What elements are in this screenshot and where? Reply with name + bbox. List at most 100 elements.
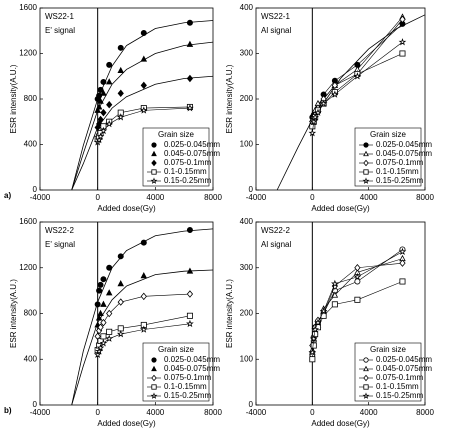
data-point	[353, 72, 362, 80]
data-point	[186, 312, 193, 319]
legend-marker	[151, 142, 157, 148]
data-point	[106, 61, 113, 68]
fit-curve	[71, 20, 214, 191]
legend-marker	[362, 177, 370, 184]
data-point	[331, 291, 339, 298]
x-tick-label: 0	[310, 408, 315, 417]
legend-label: 0.15-0.25mm	[164, 391, 211, 400]
x-axis-label: Added dose(Gy)	[97, 204, 156, 213]
legend-marker	[151, 159, 157, 167]
x-tick-label: 4000	[146, 408, 164, 417]
y-tick-label: 0	[33, 185, 38, 194]
legend-marker	[362, 392, 370, 399]
legend-marker	[151, 365, 157, 372]
data-point	[117, 44, 124, 51]
data-point	[105, 289, 113, 296]
x-tick-label: -4000	[246, 193, 267, 202]
data-point	[311, 113, 319, 121]
data-point	[311, 325, 319, 333]
data-point	[139, 106, 148, 114]
legend-label: 0.1-0.15mm	[376, 382, 419, 391]
data-point	[399, 15, 406, 24]
fit-curve	[71, 41, 214, 191]
legend-label: 0.045-0.075mm	[164, 364, 220, 373]
data-point	[117, 66, 124, 74]
legend-label: 0.075-0.1mm	[376, 158, 423, 167]
legend-marker	[151, 384, 157, 390]
legend-title: Grain size	[370, 345, 407, 354]
data-point	[140, 239, 147, 246]
y-tick-label: 100	[240, 354, 254, 363]
data-point	[319, 307, 328, 315]
data-point	[106, 309, 113, 318]
legend-marker	[151, 169, 157, 175]
x-tick-label: 0	[310, 193, 315, 202]
data-point	[140, 292, 147, 301]
data-point	[96, 287, 103, 294]
data-point	[354, 278, 361, 285]
data-point	[105, 334, 114, 342]
legend-box	[354, 342, 422, 402]
legend-marker	[150, 177, 158, 184]
data-point	[97, 281, 104, 288]
panel-title: WS22-1	[45, 12, 74, 21]
x-tick-label: -4000	[246, 408, 267, 417]
x-tick-label: 0	[95, 193, 100, 202]
data-point	[399, 259, 406, 267]
data-point	[353, 272, 362, 281]
legend-label: 0.025-0.045mm	[376, 355, 432, 364]
legend-label: 0.045-0.075mm	[376, 149, 432, 158]
data-point	[100, 300, 107, 307]
data-point	[117, 253, 124, 260]
legend-box	[354, 127, 422, 187]
y-axis-label: ESR intensity(A.U.)	[225, 64, 234, 133]
y-tick-label: 1200	[19, 49, 37, 58]
legend-marker	[363, 150, 369, 157]
x-tick-label: 4000	[360, 408, 378, 417]
data-point	[186, 290, 194, 298]
data-point	[100, 333, 107, 340]
legend-box	[142, 342, 210, 402]
legend-label: 0.025-0.045mm	[376, 140, 432, 149]
data-point	[186, 319, 194, 328]
fit-curve	[276, 14, 426, 191]
data-point	[309, 334, 318, 342]
y-tick-label: 0	[249, 185, 254, 194]
data-point	[354, 264, 361, 272]
legend-label: 0.045-0.075mm	[164, 149, 220, 158]
data-point	[186, 74, 194, 83]
y-tick-label: 1600	[19, 217, 37, 226]
data-point	[105, 78, 113, 85]
x-axis-label: Added dose(Gy)	[311, 419, 370, 428]
y-tick-label: 1200	[19, 263, 37, 272]
data-point	[399, 50, 406, 57]
data-point	[97, 309, 104, 316]
legend-box	[142, 127, 210, 187]
y-tick-label: 0	[249, 400, 254, 409]
y-tick-label: 300	[240, 263, 254, 272]
data-point	[95, 135, 103, 144]
data-point	[320, 312, 327, 319]
data-point	[140, 30, 147, 37]
y-tick-label: 0	[33, 400, 38, 409]
data-point	[309, 117, 318, 126]
data-point	[186, 267, 194, 274]
data-point	[186, 40, 194, 47]
x-tick-label: 8000	[416, 193, 434, 202]
data-point	[331, 279, 339, 288]
y-tick-label: 300	[240, 49, 254, 58]
panel-title: WS22-2	[261, 226, 290, 235]
panel-title: WS22-1	[261, 12, 290, 21]
legend-label: 0.075-0.1mm	[164, 158, 211, 167]
panel-subtitle: Al signal	[261, 26, 291, 35]
legend-title: Grain size	[158, 345, 195, 354]
data-point	[95, 347, 103, 355]
data-point	[398, 247, 407, 256]
data-point	[331, 81, 338, 90]
data-point	[99, 339, 108, 347]
data-point	[100, 89, 107, 96]
legend-marker	[363, 365, 369, 372]
legend-marker	[363, 142, 369, 148]
legend-label: 0.15-0.25mm	[164, 176, 211, 185]
data-point	[308, 348, 317, 356]
